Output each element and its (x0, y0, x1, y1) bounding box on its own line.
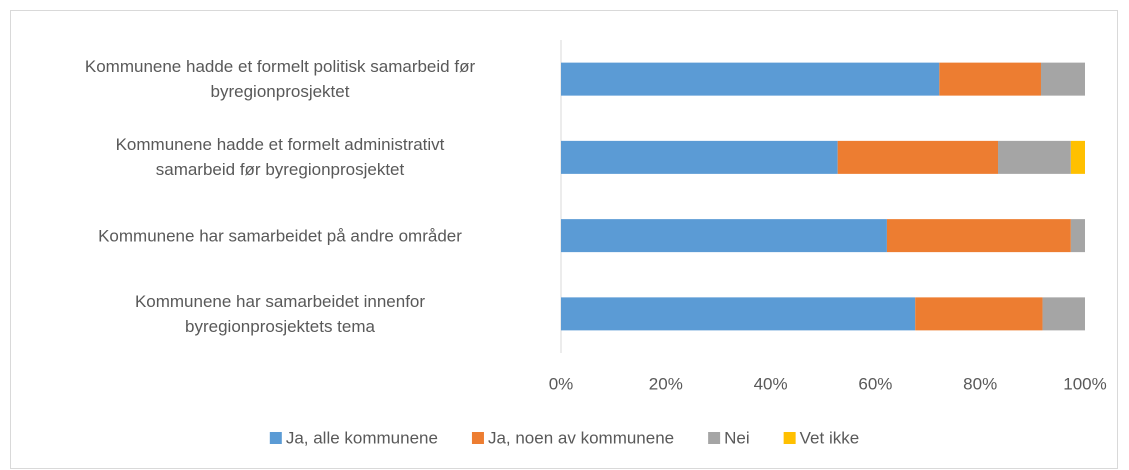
bar-segment (998, 140, 1071, 174)
legend-item: Ja, alle kommunene (269, 428, 438, 447)
bar-segment (939, 62, 1041, 96)
bar-segment (1070, 219, 1085, 253)
legend-item: Vet ikke (783, 428, 860, 447)
x-tick-label: 80% (963, 374, 997, 393)
legend-item: Nei (708, 428, 750, 447)
bar-segment (1070, 140, 1085, 174)
y-tick-label: Kommunene hadde et formelt administrativ… (115, 135, 445, 180)
bar-segment (837, 140, 999, 174)
legend-item: Ja, noen av kommunene (471, 428, 674, 447)
bar-segment (915, 297, 1043, 331)
x-tick-label: 100% (1063, 374, 1106, 393)
bar-segment (561, 62, 940, 96)
x-tick-label: 60% (858, 374, 892, 393)
bar-segment (886, 219, 1071, 253)
bar-segment (1040, 62, 1085, 96)
legend-label: Nei (724, 428, 750, 447)
legend-swatch (783, 432, 796, 444)
chart-frame (10, 10, 1118, 469)
y-tick-label: Kommunene har samarbeidet innenfor byreg… (134, 291, 426, 336)
legend-swatch (708, 432, 721, 444)
legend-label: Ja, alle kommunene (286, 428, 438, 447)
x-tick-label: 20% (649, 374, 683, 393)
bar-segment (561, 219, 887, 253)
x-tick-label: 0% (549, 374, 574, 393)
legend-label: Ja, noen av kommunene (488, 428, 674, 447)
y-tick-label: Kommunene hadde et formelt politisk sama… (84, 57, 476, 102)
y-tick-label: Kommunene har samarbeidet på andre områd… (98, 226, 462, 246)
bar-segment (561, 140, 838, 174)
legend-swatch (269, 432, 282, 444)
bar-segment (561, 297, 916, 331)
legend-swatch (471, 432, 484, 444)
bar-segment (1042, 297, 1085, 331)
legend-label: Vet ikke (800, 428, 860, 447)
x-tick-label: 40% (754, 374, 788, 393)
